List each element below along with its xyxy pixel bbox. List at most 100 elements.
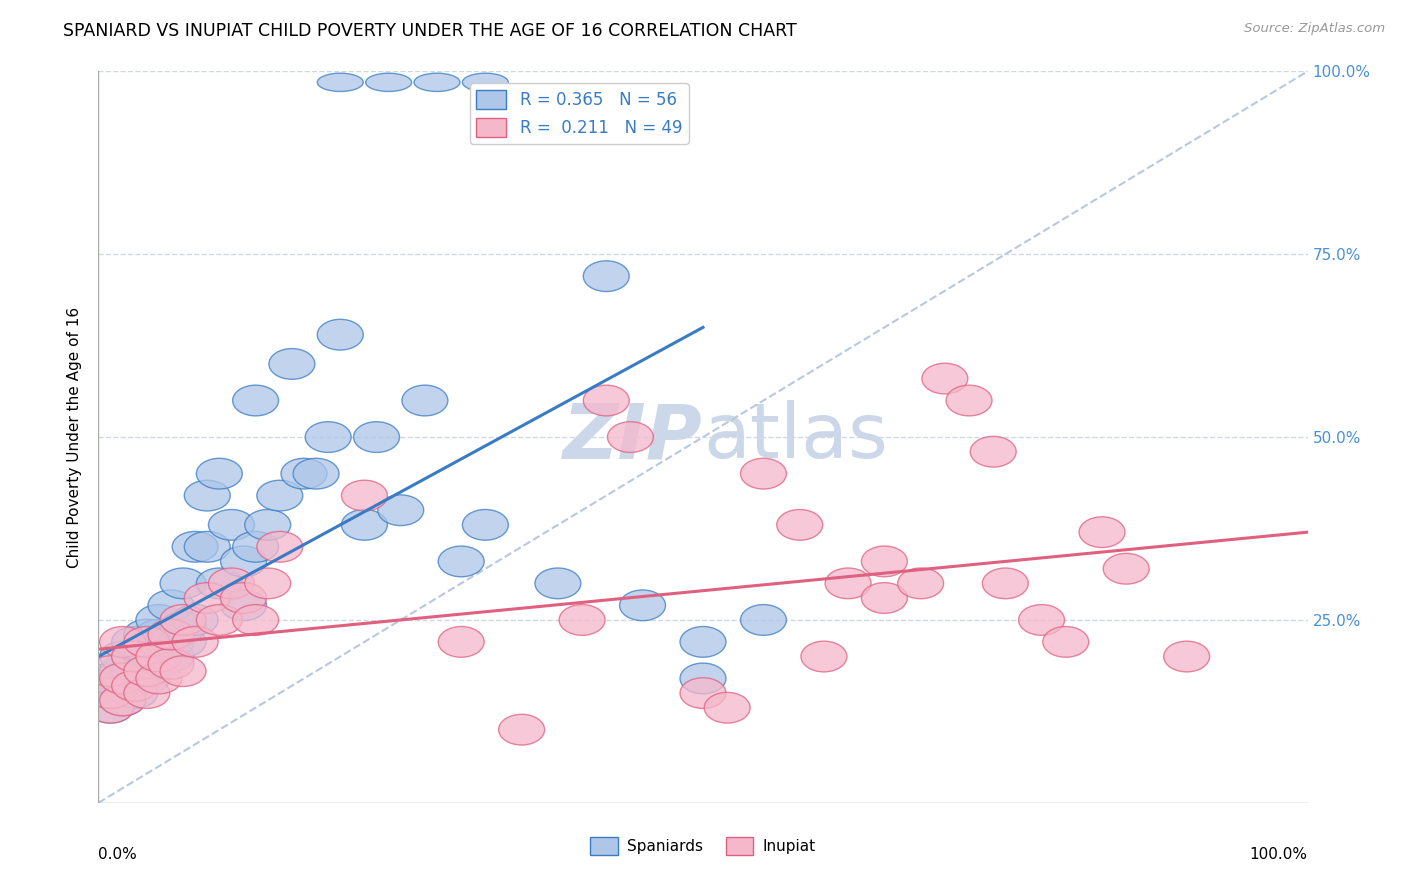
Ellipse shape <box>100 656 146 687</box>
Ellipse shape <box>136 641 181 672</box>
Ellipse shape <box>136 663 181 694</box>
Ellipse shape <box>305 422 352 452</box>
Ellipse shape <box>922 363 967 394</box>
Ellipse shape <box>124 678 170 708</box>
Text: SPANIARD VS INUPIAT CHILD POVERTY UNDER THE AGE OF 16 CORRELATION CHART: SPANIARD VS INUPIAT CHILD POVERTY UNDER … <box>63 22 797 40</box>
Ellipse shape <box>318 319 363 350</box>
Ellipse shape <box>208 568 254 599</box>
Ellipse shape <box>983 568 1028 599</box>
Ellipse shape <box>366 73 412 92</box>
Ellipse shape <box>439 546 484 577</box>
Ellipse shape <box>160 568 207 599</box>
Ellipse shape <box>704 692 751 723</box>
Ellipse shape <box>281 458 328 489</box>
Ellipse shape <box>318 73 363 92</box>
Ellipse shape <box>148 626 194 657</box>
Ellipse shape <box>87 692 134 723</box>
Ellipse shape <box>1104 553 1149 584</box>
Ellipse shape <box>776 509 823 541</box>
Ellipse shape <box>1164 641 1209 672</box>
Ellipse shape <box>124 648 170 679</box>
Ellipse shape <box>100 685 146 715</box>
Ellipse shape <box>245 568 291 599</box>
Ellipse shape <box>897 568 943 599</box>
Ellipse shape <box>342 480 388 511</box>
Ellipse shape <box>463 509 509 541</box>
Ellipse shape <box>232 605 278 635</box>
Ellipse shape <box>136 619 181 650</box>
Ellipse shape <box>136 605 181 635</box>
Ellipse shape <box>111 663 157 694</box>
Ellipse shape <box>232 385 278 416</box>
Ellipse shape <box>402 385 449 416</box>
Ellipse shape <box>801 641 846 672</box>
Ellipse shape <box>111 671 157 701</box>
Ellipse shape <box>172 532 218 562</box>
Ellipse shape <box>197 568 242 599</box>
Ellipse shape <box>257 532 302 562</box>
Ellipse shape <box>124 619 170 650</box>
Ellipse shape <box>620 590 665 621</box>
Ellipse shape <box>87 678 134 708</box>
Ellipse shape <box>681 678 725 708</box>
Ellipse shape <box>124 663 170 694</box>
Ellipse shape <box>87 663 134 694</box>
Ellipse shape <box>221 546 267 577</box>
Ellipse shape <box>111 626 157 657</box>
Y-axis label: Child Poverty Under the Age of 16: Child Poverty Under the Age of 16 <box>67 307 83 567</box>
Ellipse shape <box>184 532 231 562</box>
Ellipse shape <box>946 385 993 416</box>
Text: atlas: atlas <box>703 401 887 474</box>
Ellipse shape <box>583 385 630 416</box>
Ellipse shape <box>124 656 170 687</box>
Ellipse shape <box>607 422 654 452</box>
Ellipse shape <box>148 641 194 672</box>
Ellipse shape <box>970 436 1017 467</box>
Ellipse shape <box>681 663 725 694</box>
Ellipse shape <box>111 656 157 687</box>
Ellipse shape <box>148 619 194 650</box>
Ellipse shape <box>124 634 170 665</box>
Ellipse shape <box>825 568 872 599</box>
Ellipse shape <box>257 480 302 511</box>
Ellipse shape <box>111 641 157 672</box>
Ellipse shape <box>197 605 242 635</box>
Ellipse shape <box>560 605 605 635</box>
Ellipse shape <box>87 692 134 723</box>
Ellipse shape <box>862 582 907 614</box>
Ellipse shape <box>221 590 267 621</box>
Text: ZIP: ZIP <box>564 401 703 474</box>
Ellipse shape <box>342 509 388 541</box>
Ellipse shape <box>111 641 157 672</box>
Ellipse shape <box>292 458 339 489</box>
Ellipse shape <box>499 714 544 745</box>
Ellipse shape <box>208 509 254 541</box>
Ellipse shape <box>87 678 134 708</box>
Ellipse shape <box>100 663 146 694</box>
Ellipse shape <box>413 73 460 92</box>
Ellipse shape <box>100 641 146 672</box>
Ellipse shape <box>583 260 630 292</box>
Ellipse shape <box>172 605 218 635</box>
Ellipse shape <box>378 495 423 525</box>
Ellipse shape <box>245 509 291 541</box>
Ellipse shape <box>148 648 194 679</box>
Ellipse shape <box>741 458 786 489</box>
Ellipse shape <box>221 582 267 614</box>
Ellipse shape <box>353 422 399 452</box>
Ellipse shape <box>172 626 218 657</box>
Ellipse shape <box>160 605 207 635</box>
Ellipse shape <box>1078 516 1125 548</box>
Ellipse shape <box>148 590 194 621</box>
Ellipse shape <box>534 568 581 599</box>
Ellipse shape <box>862 546 907 577</box>
Ellipse shape <box>160 656 207 687</box>
Ellipse shape <box>184 480 231 511</box>
Ellipse shape <box>269 349 315 379</box>
Ellipse shape <box>184 582 231 614</box>
Ellipse shape <box>100 663 146 694</box>
Legend: Spaniards, Inupiat: Spaniards, Inupiat <box>585 831 821 861</box>
Ellipse shape <box>160 626 207 657</box>
Ellipse shape <box>463 73 509 92</box>
Text: 100.0%: 100.0% <box>1250 847 1308 862</box>
